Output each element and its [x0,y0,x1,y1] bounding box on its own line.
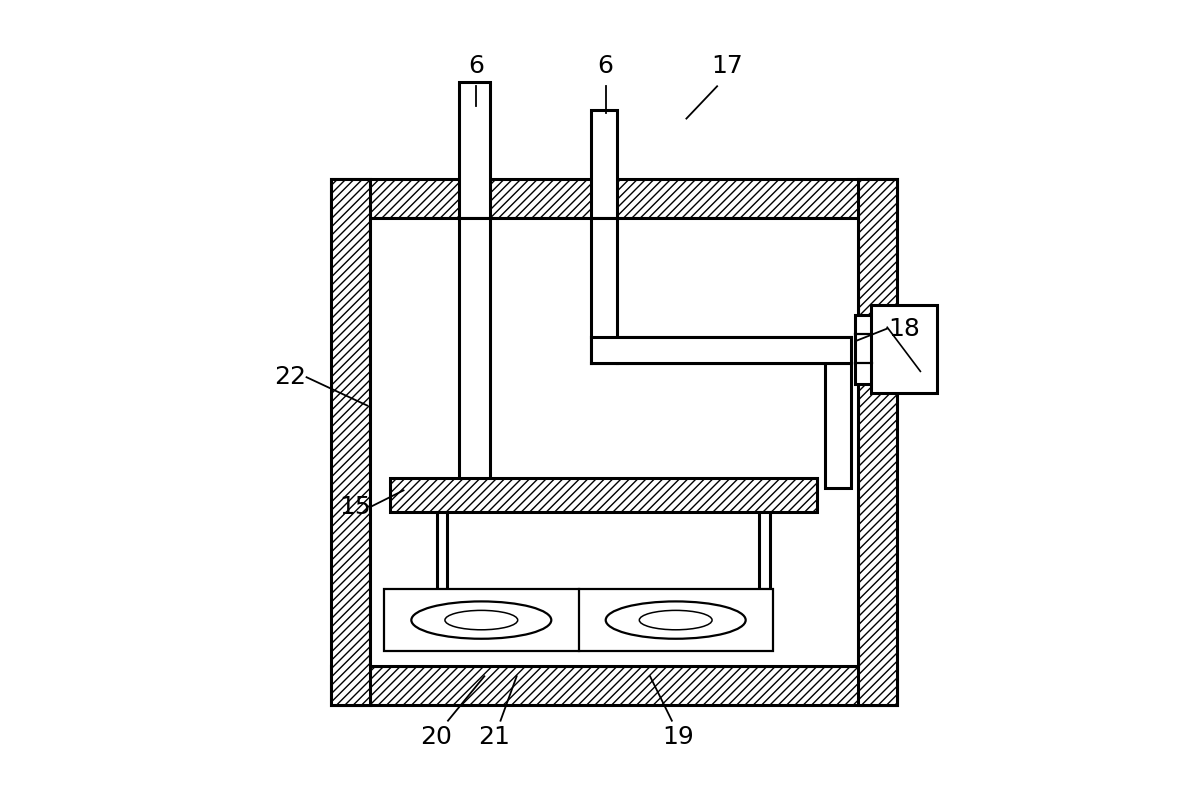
Text: 6: 6 [468,54,484,78]
Bar [618,337,851,363]
Bar [459,82,490,218]
Bar [436,513,447,589]
Polygon shape [858,179,896,705]
Bar [590,337,851,363]
Text: 22: 22 [275,365,306,389]
Polygon shape [331,179,896,218]
Bar [871,305,937,393]
Bar [759,513,770,589]
Ellipse shape [411,602,551,639]
Text: 6: 6 [598,54,613,78]
Bar [369,218,858,666]
Bar [854,315,872,384]
Bar [459,218,490,480]
Bar [825,363,851,488]
Polygon shape [331,179,369,705]
Text: 19: 19 [662,725,694,749]
Text: 20: 20 [419,725,452,749]
Bar [590,218,618,363]
Ellipse shape [639,611,712,630]
Polygon shape [331,666,896,705]
Ellipse shape [445,611,517,630]
Bar [384,589,773,651]
Text: 18: 18 [889,317,920,341]
Text: 21: 21 [478,725,510,749]
Ellipse shape [606,602,746,639]
Bar [590,110,618,218]
Text: 15: 15 [339,495,370,518]
Text: 17: 17 [711,54,742,78]
Bar [390,478,817,513]
